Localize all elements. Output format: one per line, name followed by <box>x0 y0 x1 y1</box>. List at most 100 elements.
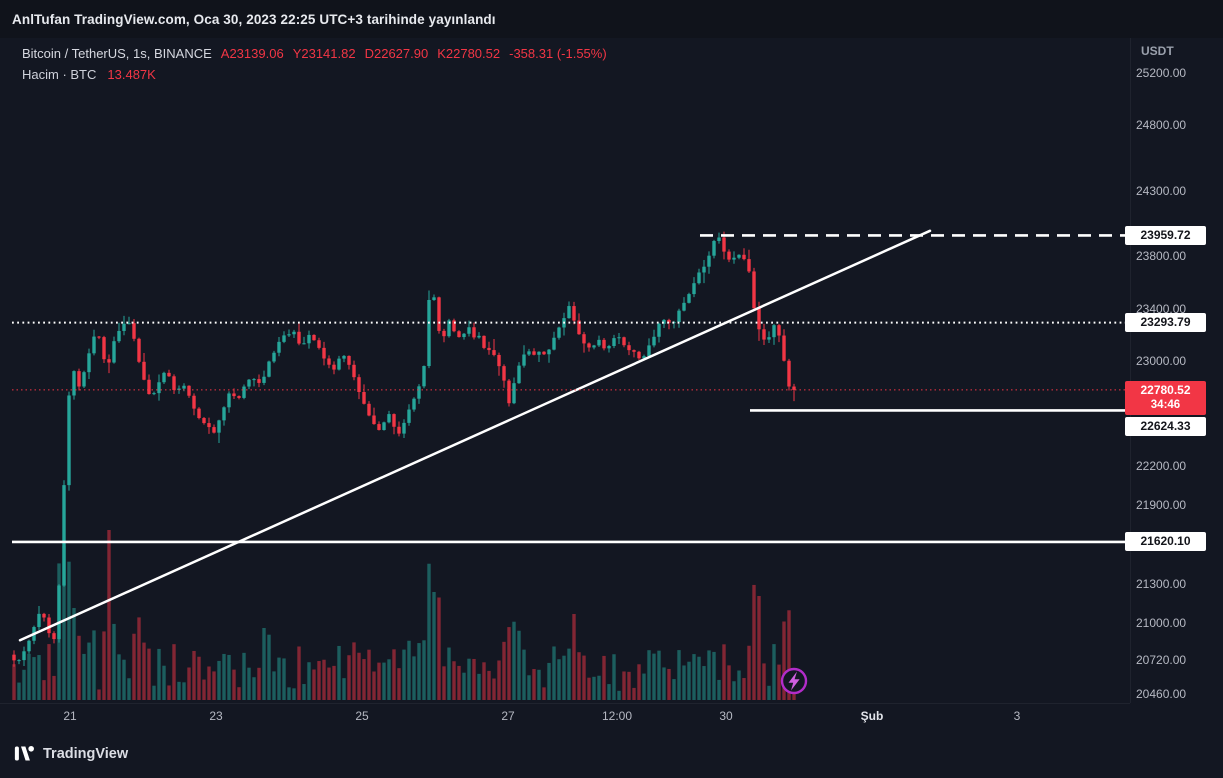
candle <box>612 338 616 346</box>
volume-bar <box>477 673 481 700</box>
volume-bar <box>452 661 456 700</box>
time-tick: 30 <box>719 709 733 723</box>
price-tick: 23800.00 <box>1136 249 1187 264</box>
volume-bar <box>512 621 516 700</box>
chart-legend: Bitcoin / TetherUS, 1s, BINANCE A23139.0… <box>22 45 607 87</box>
candle <box>527 351 531 355</box>
candle <box>572 306 576 321</box>
volume-bar <box>112 623 116 700</box>
price-tick: 20460.00 <box>1136 686 1187 701</box>
candle <box>332 364 336 370</box>
volume-bar <box>657 650 661 700</box>
time-tick: Şub <box>860 709 884 723</box>
volume-row: Hacim · BTC 13.487K <box>22 66 607 83</box>
volume-bar <box>72 608 76 700</box>
volume-bar <box>647 650 651 700</box>
candle <box>702 266 706 273</box>
volume-bar <box>377 662 381 700</box>
candle <box>762 329 766 340</box>
candle <box>727 251 731 260</box>
candle <box>452 320 456 332</box>
candle <box>172 376 176 390</box>
candle <box>342 355 346 359</box>
tradingview-wordmark: TradingView <box>43 745 129 762</box>
volume-bar <box>772 644 776 700</box>
price-tick: 21300.00 <box>1136 576 1187 591</box>
candle <box>122 323 126 331</box>
volume-bar <box>402 649 406 700</box>
candle <box>137 338 141 362</box>
volume-bar <box>302 684 306 700</box>
volume-bar <box>777 664 781 700</box>
candle <box>737 254 741 258</box>
volume-bar <box>472 658 476 700</box>
candle <box>607 345 611 349</box>
volume-bar <box>782 621 786 700</box>
volume-bar <box>62 545 66 700</box>
candle <box>552 337 556 350</box>
candle <box>407 409 411 423</box>
candle <box>652 336 656 346</box>
symbol-title[interactable]: Bitcoin / TetherUS, 1s, BINANCE <box>22 46 212 61</box>
ohlc-D: D22627.90 <box>364 46 429 61</box>
candle <box>382 422 386 430</box>
flash-marker[interactable] <box>780 667 808 695</box>
volume-bar <box>612 654 616 700</box>
volume-bar <box>82 653 86 700</box>
candle <box>362 392 366 404</box>
level-price-badge: 23293.79 <box>1125 313 1206 333</box>
tradingview-watermark[interactable]: TradingView <box>14 743 128 764</box>
volume-bar <box>97 689 101 700</box>
volume-bar <box>372 671 376 700</box>
candle <box>302 343 306 345</box>
volume-bar <box>262 628 266 700</box>
candle <box>47 617 51 634</box>
last-price-badge: 22780.52 34:46 <box>1125 380 1206 415</box>
candle <box>417 386 421 399</box>
candle <box>772 325 776 338</box>
volume-bar <box>767 685 771 700</box>
candle <box>147 379 151 395</box>
candle <box>637 351 641 359</box>
candle <box>642 356 646 359</box>
volume-label[interactable]: Hacim · BTC <box>22 67 97 82</box>
volume-bar <box>202 679 206 700</box>
volume-bar <box>492 678 496 700</box>
volume-bar <box>417 643 421 700</box>
candle <box>397 426 401 434</box>
candle <box>477 335 481 338</box>
volume-bar <box>22 669 26 700</box>
candle <box>322 347 326 359</box>
candle <box>132 323 136 339</box>
bar-countdown: 34:46 <box>1150 398 1181 411</box>
candle <box>712 241 716 256</box>
volume-bar <box>662 667 666 700</box>
candle <box>787 360 791 387</box>
candle <box>482 335 486 348</box>
volume-bar <box>587 677 591 700</box>
candle <box>242 386 246 398</box>
candle <box>467 327 471 334</box>
candle <box>217 420 221 433</box>
candle <box>67 395 71 486</box>
volume-bar <box>727 665 731 700</box>
volume-bar <box>337 645 341 700</box>
candle <box>337 358 341 370</box>
ascending-trendline[interactable] <box>18 229 932 642</box>
volume-bar <box>162 665 166 700</box>
candle <box>472 327 476 338</box>
volume-bar <box>187 667 191 700</box>
candle <box>307 334 311 344</box>
candle <box>92 336 96 354</box>
price-tick: 21900.00 <box>1136 498 1187 513</box>
volume-bar <box>142 642 146 700</box>
candle <box>742 254 746 260</box>
candle <box>792 386 796 390</box>
candle <box>782 335 786 361</box>
lightning-icon <box>788 671 800 691</box>
candle <box>372 415 376 425</box>
candle <box>317 340 321 348</box>
candle <box>682 302 686 311</box>
volume-bar <box>207 666 211 700</box>
